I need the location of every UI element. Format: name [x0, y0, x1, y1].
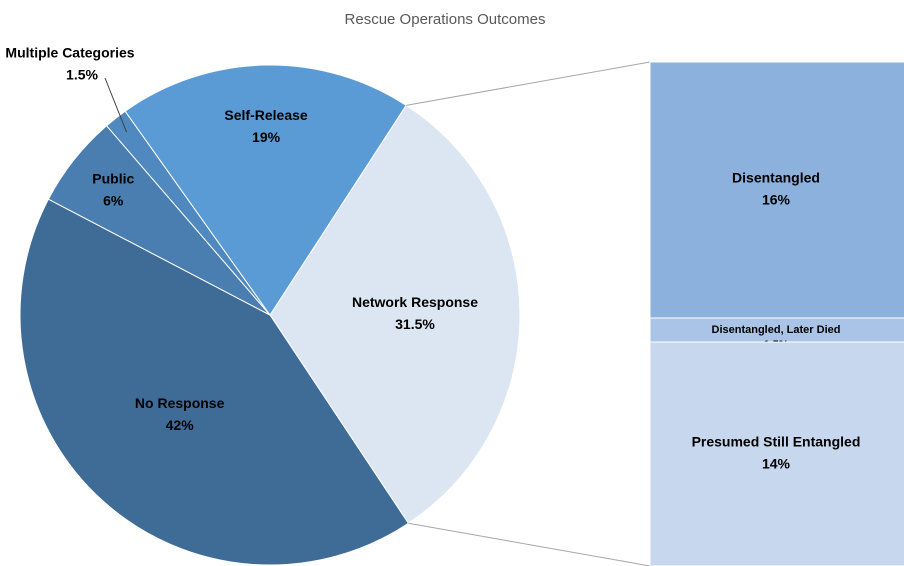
bar-label: Disentangled — [732, 170, 820, 186]
slice-value: 42% — [166, 417, 195, 433]
connector — [406, 61, 651, 106]
bar-segment — [649, 317, 904, 343]
chart-title: Rescue Operations Outcomes — [345, 11, 546, 28]
bar-label: Presumed Still Entangled — [692, 434, 861, 450]
slice-value: 31.5% — [395, 316, 435, 332]
slice-value: 1.5% — [66, 67, 98, 83]
pie-slice — [124, 64, 407, 316]
slice-value: 19% — [252, 129, 281, 145]
bar-label: Disentangled, Later Died — [712, 324, 841, 336]
connector — [408, 522, 651, 566]
bar-value: 14% — [762, 456, 791, 472]
leader-line — [104, 77, 128, 133]
slice-label: Self-Release — [224, 107, 307, 123]
bar-segment — [649, 341, 904, 566]
bar-segment — [649, 61, 904, 319]
slice-label: Multiple Categories — [5, 45, 134, 61]
slice-label: Public — [92, 170, 134, 186]
bar-value: 16% — [762, 192, 791, 208]
slice-value: 6% — [103, 192, 124, 208]
slice-label: No Response — [135, 395, 225, 411]
pie-slice — [19, 198, 410, 566]
pie-slice — [269, 104, 521, 524]
slice-label: Network Response — [352, 294, 478, 310]
